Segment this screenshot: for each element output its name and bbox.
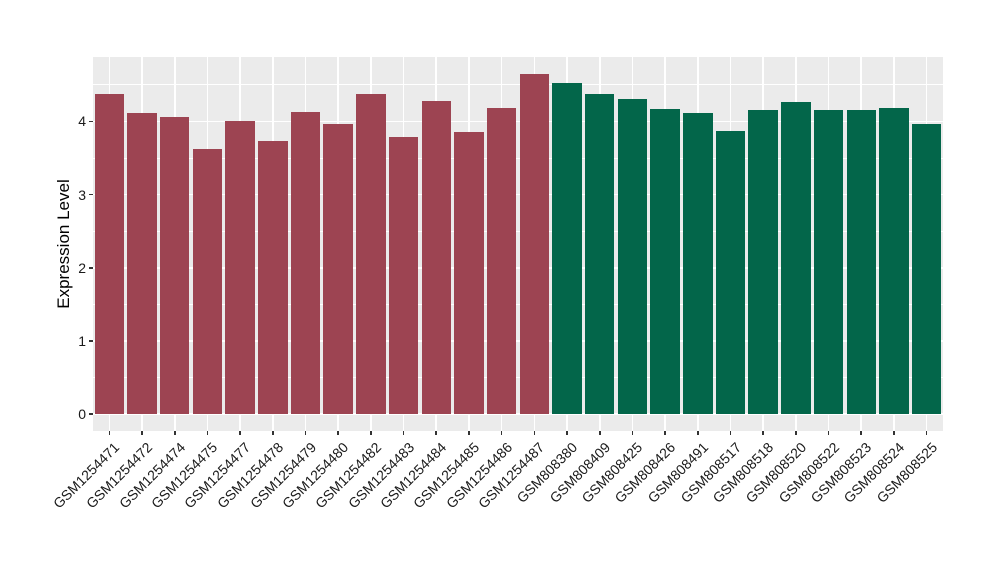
y-tick-mark — [89, 193, 93, 196]
y-tick-label: 2 — [78, 259, 86, 276]
x-tick-mark — [566, 431, 568, 435]
gridline-major — [93, 413, 943, 415]
gridline-major — [93, 120, 943, 123]
gridline-minor — [93, 377, 943, 378]
bar-GSM1254474 — [160, 117, 190, 415]
bar-GSM1254479 — [290, 111, 321, 415]
x-tick-mark — [141, 431, 143, 435]
plot-panel — [93, 57, 943, 431]
x-tick-mark — [500, 431, 503, 435]
bar-GSM1254482 — [356, 94, 386, 415]
gridline-minor — [93, 157, 943, 159]
x-tick-mark — [337, 431, 339, 435]
bar-GSM808524 — [879, 107, 909, 415]
bar-GSM808425 — [617, 99, 648, 415]
bar-GSM808522 — [813, 109, 844, 415]
bar-GSM808517 — [715, 130, 746, 415]
x-tick-mark — [664, 431, 666, 435]
x-tick-mark — [533, 431, 536, 435]
bar-GSM1254480 — [323, 124, 353, 415]
bar-GSM1254471 — [94, 93, 125, 415]
x-tick-mark — [631, 431, 634, 435]
bar-GSM808520 — [781, 102, 811, 415]
x-tick-mark — [827, 431, 830, 435]
y-tick-label: 1 — [78, 332, 86, 349]
y-tick-mark — [89, 413, 93, 415]
bar-GSM1254475 — [192, 149, 223, 415]
x-tick-mark — [370, 431, 372, 435]
x-tick-mark — [925, 431, 928, 435]
bar-GSM808525 — [911, 124, 942, 415]
bar-GSM808409 — [585, 94, 615, 415]
y-tick-mark — [89, 340, 93, 342]
x-tick-mark — [697, 431, 699, 435]
x-tick-mark — [795, 431, 797, 435]
x-tick-mark — [402, 431, 405, 435]
x-tick-mark — [860, 431, 863, 435]
bar-GSM1254477 — [225, 120, 255, 415]
x-tick-mark — [729, 431, 732, 435]
bar-GSM1254486 — [486, 107, 517, 415]
gridline-major — [93, 266, 943, 269]
bar-GSM808523 — [846, 110, 876, 415]
bar-GSM1254487 — [519, 73, 550, 415]
gridline-major — [93, 193, 943, 196]
x-tick-mark — [598, 431, 601, 435]
gridline-minor — [93, 84, 943, 86]
bar-GSM808380 — [552, 82, 582, 415]
x-tick-mark — [762, 431, 764, 435]
x-tick-mark — [173, 431, 176, 435]
bar-GSM808518 — [748, 109, 778, 415]
x-tick-mark — [893, 431, 895, 435]
bar-GSM808426 — [650, 108, 680, 415]
bar-GSM1254483 — [388, 136, 419, 415]
y-tick-label: 0 — [78, 406, 86, 423]
x-tick-mark — [435, 431, 438, 435]
x-tick-mark — [272, 431, 274, 435]
x-tick-mark — [108, 431, 111, 435]
x-tick-mark — [206, 431, 209, 435]
bar-GSM1254478 — [258, 141, 288, 415]
gridline-minor — [93, 230, 943, 232]
y-tick-label: 4 — [78, 113, 86, 130]
gridline-minor — [93, 303, 943, 305]
x-tick-mark — [239, 431, 241, 435]
bar-GSM1254484 — [421, 100, 451, 415]
y-tick-label: 3 — [78, 186, 86, 203]
y-tick-mark — [89, 266, 93, 269]
gridline-major — [93, 340, 943, 342]
y-tick-mark — [89, 120, 93, 123]
bar-GSM1254472 — [127, 112, 157, 415]
x-tick-mark — [468, 431, 470, 435]
x-tick-mark — [304, 431, 307, 435]
bar-GSM808491 — [683, 112, 713, 415]
bar-GSM1254485 — [454, 132, 484, 415]
